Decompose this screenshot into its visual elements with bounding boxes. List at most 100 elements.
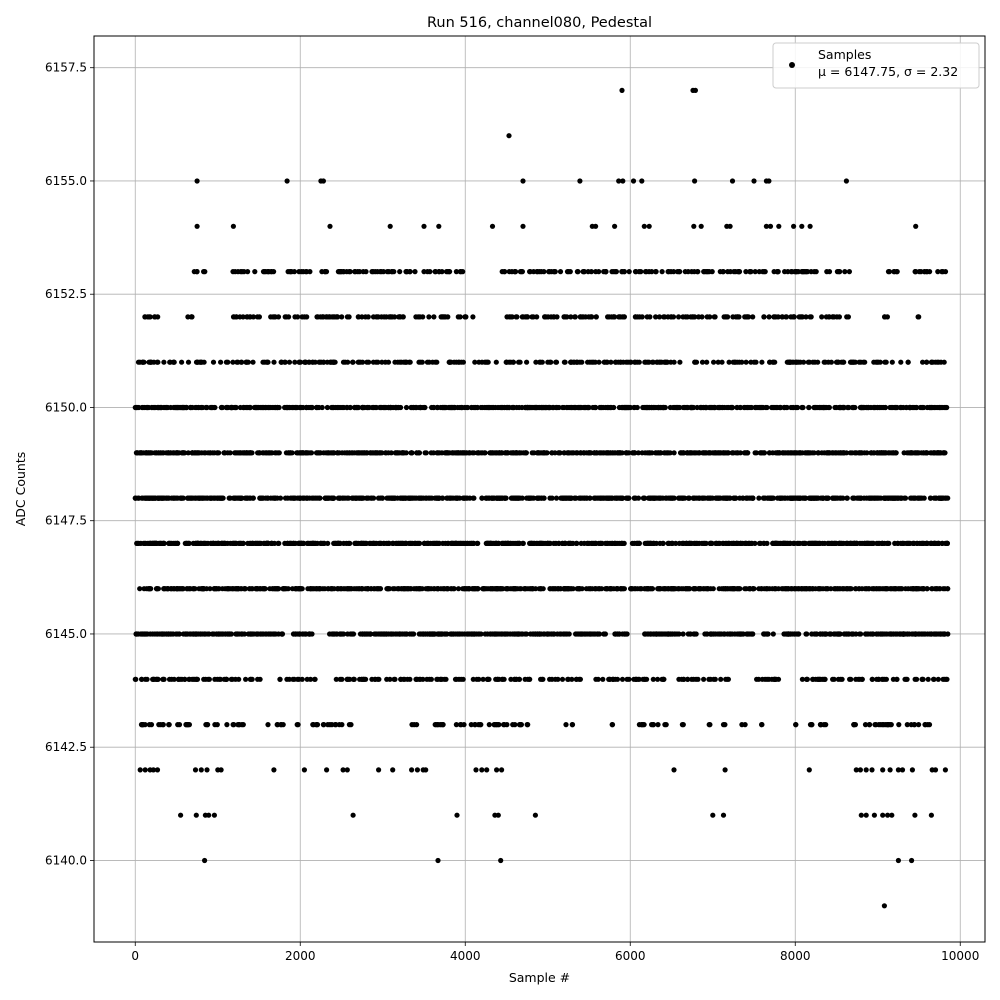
data-point <box>369 269 375 275</box>
data-point <box>400 540 406 547</box>
data-point <box>389 269 395 275</box>
data-point <box>793 269 799 275</box>
data-point <box>561 450 567 456</box>
data-point <box>676 495 682 501</box>
data-point <box>225 540 231 547</box>
data-point <box>530 586 536 592</box>
data-point <box>514 314 520 320</box>
data-point <box>435 495 441 501</box>
data-point <box>676 314 682 320</box>
data-point <box>613 495 619 501</box>
data-point <box>300 495 306 501</box>
data-point <box>619 495 626 501</box>
data-point <box>504 404 510 411</box>
data-point <box>633 495 639 501</box>
data-point <box>147 540 154 547</box>
data-point <box>731 586 737 592</box>
data-point <box>945 586 951 592</box>
data-point <box>683 314 689 320</box>
data-point <box>798 450 804 456</box>
data-point <box>202 631 208 637</box>
data-point <box>721 495 727 501</box>
data-point <box>496 540 502 547</box>
data-point <box>653 269 659 275</box>
data-point <box>788 269 794 275</box>
data-point <box>851 540 857 547</box>
data-point <box>592 495 598 501</box>
data-point <box>727 495 733 501</box>
data-point <box>789 450 795 456</box>
data-point <box>611 404 617 411</box>
data-point <box>307 586 313 592</box>
data-point <box>404 631 410 637</box>
data-point <box>779 314 786 320</box>
data-point <box>310 495 317 501</box>
data-point <box>136 404 142 411</box>
data-point <box>944 540 950 547</box>
data-point <box>673 586 679 592</box>
data-point <box>467 450 473 456</box>
data-point <box>938 495 944 501</box>
data-point <box>442 404 448 411</box>
data-point <box>504 359 510 365</box>
data-point <box>707 404 713 411</box>
data-point <box>283 450 289 456</box>
data-point <box>805 269 811 275</box>
data-point <box>280 586 286 592</box>
data-point <box>632 359 638 365</box>
data-point <box>531 495 537 501</box>
data-point <box>193 359 200 365</box>
data-point <box>390 586 396 592</box>
data-point <box>314 586 320 592</box>
data-point <box>329 586 335 592</box>
data-point <box>264 359 271 365</box>
data-point <box>364 495 370 501</box>
data-point <box>288 450 294 456</box>
data-point <box>694 450 700 456</box>
data-point <box>687 586 693 592</box>
data-point <box>377 586 383 592</box>
data-point <box>318 540 324 547</box>
data-point <box>392 314 398 320</box>
data-point <box>709 495 716 501</box>
data-point <box>906 404 913 411</box>
data-point <box>396 586 402 592</box>
data-point <box>300 631 306 637</box>
data-point <box>390 495 396 501</box>
data-point <box>540 450 546 456</box>
data-point <box>692 314 698 320</box>
data-point <box>405 495 411 501</box>
data-point <box>471 404 477 411</box>
data-point <box>680 631 686 637</box>
data-point <box>914 540 920 547</box>
data-point <box>943 495 949 501</box>
data-point <box>711 359 717 365</box>
data-point <box>478 631 484 637</box>
data-point <box>608 359 614 365</box>
data-point <box>828 586 834 592</box>
data-point <box>606 450 612 456</box>
data-point <box>250 495 256 501</box>
data-point <box>742 450 748 456</box>
data-point <box>838 359 845 365</box>
data-point <box>223 359 229 365</box>
data-point <box>362 314 369 320</box>
data-point <box>296 631 302 637</box>
data-point <box>371 404 377 411</box>
data-point <box>777 495 783 501</box>
data-point <box>461 495 467 501</box>
data-point <box>297 359 304 365</box>
data-point <box>298 269 304 275</box>
data-point <box>179 450 185 456</box>
data-point <box>523 450 529 456</box>
data-point <box>919 540 926 547</box>
data-point <box>769 404 775 411</box>
data-point <box>770 631 776 637</box>
data-point <box>201 359 207 365</box>
data-point <box>331 540 337 547</box>
data-point <box>408 631 415 637</box>
data-point <box>931 540 937 547</box>
data-point <box>737 586 743 592</box>
data-point <box>170 359 176 365</box>
